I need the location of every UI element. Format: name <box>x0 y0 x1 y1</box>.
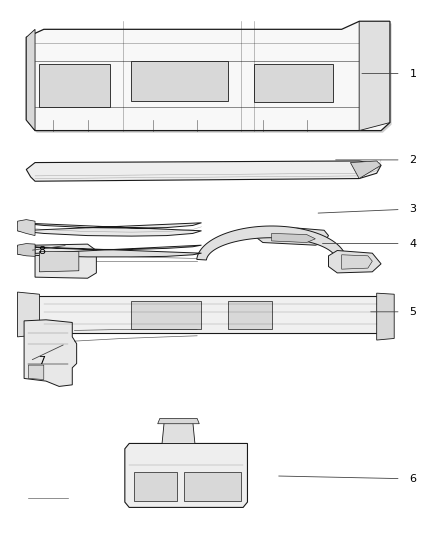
Polygon shape <box>24 320 77 386</box>
Polygon shape <box>18 292 39 337</box>
Text: 1: 1 <box>410 69 417 78</box>
Polygon shape <box>328 251 381 273</box>
Polygon shape <box>18 245 201 257</box>
Polygon shape <box>35 244 96 278</box>
Polygon shape <box>272 233 315 243</box>
Text: 7: 7 <box>39 356 46 366</box>
Text: 8: 8 <box>39 246 46 255</box>
Polygon shape <box>158 418 199 424</box>
Polygon shape <box>184 472 241 501</box>
Polygon shape <box>26 21 390 131</box>
Polygon shape <box>377 293 394 340</box>
Polygon shape <box>18 220 35 236</box>
Text: 3: 3 <box>410 205 417 214</box>
Text: 4: 4 <box>410 239 417 248</box>
Polygon shape <box>28 23 392 133</box>
Polygon shape <box>131 301 201 329</box>
Polygon shape <box>254 64 333 102</box>
Polygon shape <box>162 421 195 443</box>
Polygon shape <box>254 228 328 245</box>
Polygon shape <box>26 161 381 181</box>
Polygon shape <box>125 443 247 507</box>
Polygon shape <box>134 472 177 501</box>
Polygon shape <box>197 226 346 260</box>
Polygon shape <box>350 161 381 179</box>
Text: 5: 5 <box>410 307 417 317</box>
Polygon shape <box>26 29 35 131</box>
Text: 2: 2 <box>410 155 417 165</box>
Polygon shape <box>131 61 228 101</box>
Polygon shape <box>28 365 44 379</box>
Polygon shape <box>18 244 35 256</box>
Polygon shape <box>39 64 110 107</box>
Polygon shape <box>18 223 201 236</box>
Polygon shape <box>39 252 79 272</box>
Polygon shape <box>35 296 385 333</box>
Polygon shape <box>359 21 390 131</box>
Polygon shape <box>342 255 372 269</box>
Polygon shape <box>228 301 272 329</box>
Text: 6: 6 <box>410 474 417 483</box>
